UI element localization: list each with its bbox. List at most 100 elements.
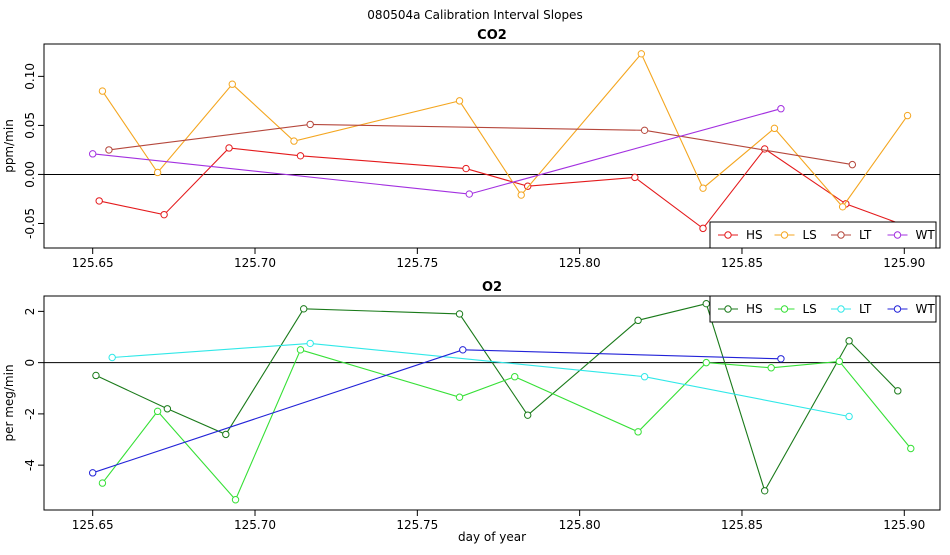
panel-1-legend-entry-wt-label: WT xyxy=(916,228,936,242)
panel-1-legend-entry-lt-marker xyxy=(837,231,845,239)
panel-2-series-hs-point xyxy=(222,430,230,439)
panel-1-series-lt-point xyxy=(105,146,113,154)
panel-1-series-lt-point xyxy=(306,120,314,129)
panel-2-legend-entry-wt-label: WT xyxy=(916,302,936,316)
panel-1-series-hs-point xyxy=(160,210,168,219)
panel-2-series-ls-line xyxy=(101,349,912,501)
panel-1-group: CO2 125.65 125.70 125.75 125.80 125.85 125.90 -… xyxy=(2,28,941,270)
panel-1-series-wt xyxy=(88,105,785,198)
panel-2-series-lt-point xyxy=(108,353,116,362)
panel-2-series-lt-point xyxy=(640,373,649,381)
panel-1-series-wt-point xyxy=(88,150,97,158)
panel-2-series-ls-point xyxy=(455,393,464,401)
panel-1-series-hs-point xyxy=(631,173,639,182)
panel-2-series-hs-point xyxy=(163,405,172,413)
panel-2-series-lt xyxy=(108,339,853,421)
panel-2-series-hs-point xyxy=(524,411,532,419)
panel-1-legend-entry-hs-label: HS xyxy=(746,228,763,242)
figure-title: 080504a Calibration Interval Slopes xyxy=(367,8,582,22)
panel-1-legend-entry-hs-marker xyxy=(724,231,732,239)
panel-1-y-tick-label: 0.10 xyxy=(23,63,37,90)
panel-1-x-tick-label: 125.65 xyxy=(72,256,114,270)
panel-1-series-ls-point xyxy=(699,184,707,192)
panel-2-series-ls-point xyxy=(767,364,775,372)
panel-2-series-hs xyxy=(92,299,902,495)
panel-2-series-ls-point xyxy=(511,373,519,381)
panel-2-series-hs-point xyxy=(845,337,853,345)
panel-1-series-hs-line xyxy=(99,147,921,232)
panel-1-series-ls-point xyxy=(838,203,847,211)
panel-2-x-axis-label: day of year xyxy=(458,530,526,544)
panel-1-title: CO2 xyxy=(477,28,507,43)
panel-1-series-hs-point xyxy=(462,164,470,173)
panel-2-x-tick-label: 125.80 xyxy=(559,518,601,532)
panel-2-series-hs-point xyxy=(702,299,710,308)
panel-2-series-ls-point xyxy=(296,346,305,354)
panel-2-group: O2 125.65 125.70 125.75 125.80 125.85 125.90 -4… xyxy=(2,280,941,544)
panel-1-series-ls-point xyxy=(637,50,646,58)
panel-1-x-tick-label: 125.80 xyxy=(559,256,601,270)
panel-2-series-lt-point xyxy=(845,412,853,421)
panel-2-y-tick-label: -4 xyxy=(23,459,37,471)
panel-2-legend-entry-lt-marker xyxy=(837,305,845,313)
panel-2-legend-entry-wt-marker xyxy=(893,305,902,313)
panel-2-series-hs-point xyxy=(455,310,464,318)
panel-2-legend-entry-ls-label: LS xyxy=(803,302,817,316)
panel-2-y-axis-label: per meg/min xyxy=(2,364,16,441)
panel-2-x-tick-label: 125.65 xyxy=(72,518,114,532)
panel-1-series-wt-point xyxy=(465,190,473,198)
panel-1-y-tick-label: -0.05 xyxy=(23,208,37,239)
panel-1-series-lt xyxy=(105,120,857,169)
panel-2-series-wt-point xyxy=(88,469,97,477)
panel-1-series-hs-point xyxy=(95,197,103,205)
panel-2-y-tick-label: 2 xyxy=(23,308,37,316)
panel-2-series-ls-point xyxy=(907,444,915,453)
panel-2-plot-frame xyxy=(43,295,941,511)
panel-2-series-lt-line xyxy=(112,342,850,418)
panel-1-series-ls-point xyxy=(903,111,912,120)
panel-2-series-ls-point xyxy=(634,428,642,436)
panel-2-series-hs-point xyxy=(760,487,769,495)
panel-2-series-hs-point xyxy=(300,305,308,313)
panel-1-series-ls-point xyxy=(517,191,525,199)
panel-2-series-ls-point xyxy=(702,358,710,367)
panel-2-legend: HS LS LT WT xyxy=(709,295,937,323)
panel-1-series-lt-point xyxy=(848,160,857,169)
panel-1-legend: HS LS LT WT xyxy=(709,221,937,249)
panel-2-series-ls-point xyxy=(153,407,162,416)
panel-1-y-axis-label: ppm/min xyxy=(2,119,16,173)
panel-1-legend-entry-wt-marker xyxy=(893,231,902,239)
panel-2-series-wt-point xyxy=(777,355,785,363)
panel-1-y-tick-label: 0.05 xyxy=(23,112,37,139)
panel-2-series-hs-point xyxy=(634,316,642,325)
panel-1-legend-entry-ls-label: LS xyxy=(803,228,817,242)
panel-2-series-hs-point xyxy=(92,371,100,380)
panel-2-legend-entry-hs-marker xyxy=(724,305,732,313)
panel-2-series-hs-point xyxy=(894,387,902,395)
panel-1-series-ls-point xyxy=(770,124,779,133)
panel-1-y-tick-label: 0.00 xyxy=(23,161,37,188)
panel-1-legend-entry-lt-label: LT xyxy=(859,228,872,242)
panel-1-series-ls-point xyxy=(98,87,107,95)
panel-2-legend-entry-hs-label: HS xyxy=(746,302,763,316)
panel-1-series-wt-point xyxy=(777,105,785,113)
panel-1-series-lt-point xyxy=(640,126,649,135)
panel-2-series-ls xyxy=(98,346,915,504)
panel-2-x-tick-label: 125.90 xyxy=(883,518,925,532)
panel-1-series-lt-line xyxy=(108,123,853,166)
panel-1-series-hs-point xyxy=(760,145,769,153)
panel-1-series-ls-point xyxy=(153,168,162,177)
panel-1-series-hs xyxy=(95,144,925,236)
panel-2-series-ls-point xyxy=(231,496,240,504)
panel-1-x-tick-label: 125.85 xyxy=(721,256,763,270)
panel-1-series-hs-point xyxy=(699,224,707,233)
panel-1-x-tick-label: 125.75 xyxy=(396,256,438,270)
panel-1-series-ls-point xyxy=(228,80,236,88)
panel-1-legend-entry-ls-marker xyxy=(780,231,789,239)
panel-2-x-tick-label: 125.75 xyxy=(396,518,438,532)
panel-1-series-hs-point xyxy=(296,152,305,160)
panel-1-x-tick-label: 125.70 xyxy=(234,256,276,270)
panel-2-series-ls-point xyxy=(835,357,844,366)
